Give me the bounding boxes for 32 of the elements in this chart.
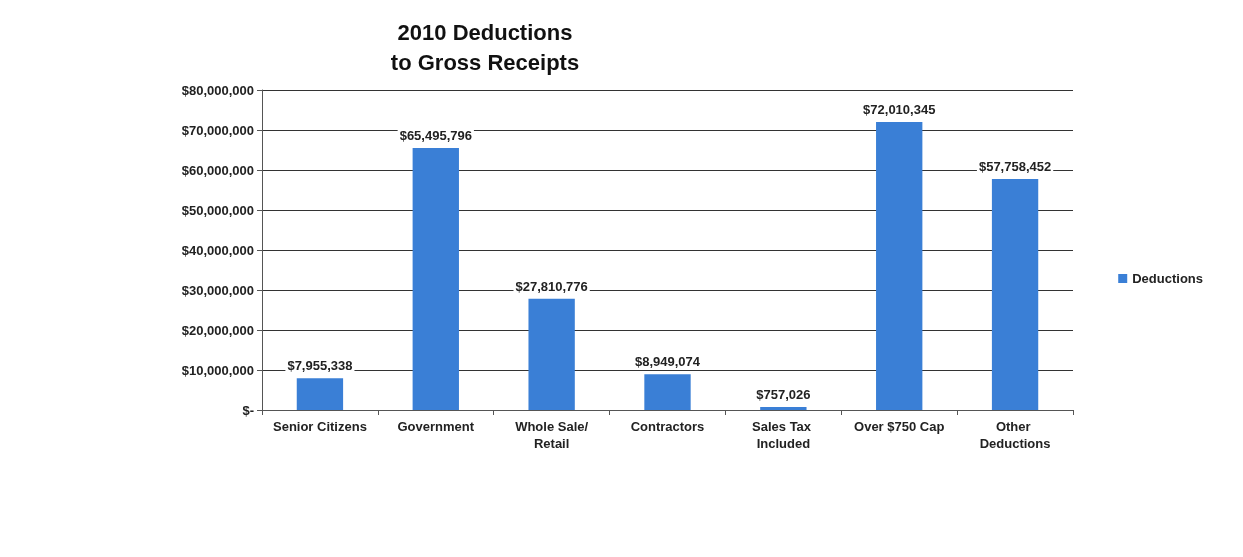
y-tick-label: $80,000,000 xyxy=(181,82,254,98)
y-tick-label: $50,000,000 xyxy=(181,202,254,218)
x-tick-label: Other Deductions xyxy=(979,419,1051,451)
bar xyxy=(412,148,459,410)
data-label: $57,758,452 xyxy=(978,158,1052,174)
data-label: $72,010,345 xyxy=(863,101,936,117)
y-tick-label: $40,000,000 xyxy=(181,242,254,258)
bar xyxy=(876,121,923,410)
y-tick-label: $60,000,000 xyxy=(181,162,254,178)
x-tick-label: Whole Sale/Retail xyxy=(515,419,589,451)
chart-title: 2010 Deductions to Gross Receipts xyxy=(390,19,580,75)
y-tick-label: $20,000,000 xyxy=(181,322,254,338)
data-label: $8,949,074 xyxy=(634,354,701,370)
x-tick-label: Government xyxy=(397,419,475,434)
bar xyxy=(644,374,691,410)
bar xyxy=(528,298,575,410)
data-label: $27,810,776 xyxy=(515,278,588,294)
x-tick-label: Contractors xyxy=(630,419,705,434)
legend-label: Deductions xyxy=(1132,271,1204,286)
data-label: $65,495,796 xyxy=(399,128,472,144)
x-tick-label: Senior Citizens xyxy=(272,419,367,434)
data-label: $757,026 xyxy=(756,386,811,402)
bar xyxy=(296,378,344,410)
y-tick-label: $- xyxy=(242,402,254,418)
y-tick-label: $30,000,000 xyxy=(181,282,254,298)
bar xyxy=(760,406,807,410)
data-label: $7,955,338 xyxy=(287,358,353,374)
x-tick-label: Over $750 Cap xyxy=(854,419,945,434)
y-tick-label: $70,000,000 xyxy=(181,122,254,138)
x-tick-label: Sales Tax Included xyxy=(752,419,815,451)
y-tick-label: $10,000,000 xyxy=(181,362,254,378)
bar xyxy=(991,178,1039,410)
